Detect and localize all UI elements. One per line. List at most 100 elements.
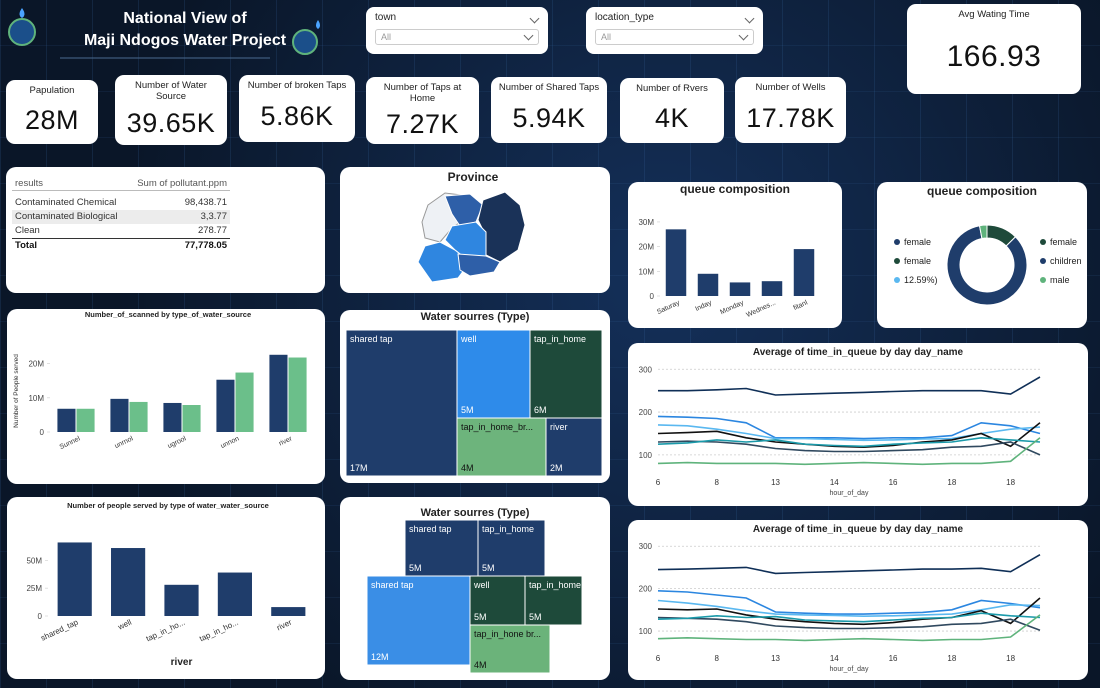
tile-value: 6M [534, 405, 547, 415]
bar [269, 354, 288, 432]
bar [57, 542, 92, 616]
treemap-tile [345, 329, 458, 477]
x-tick-label: unrnol [114, 435, 135, 450]
line-series [657, 599, 1041, 618]
x-tick-label: river [275, 618, 293, 633]
kpi-card: Papulation 28M [6, 80, 98, 144]
treemap-tile [524, 575, 583, 626]
map-title: Province [448, 170, 499, 184]
line-series [657, 616, 1041, 631]
x-tick-label: Wednes... [745, 299, 776, 319]
line-series [657, 437, 1041, 466]
bar [665, 229, 687, 296]
kpi-value: 28M [24, 104, 80, 135]
y-tick-label: 300 [639, 365, 653, 374]
kpi-value: 4K [654, 103, 690, 133]
line-series [658, 376, 1041, 396]
filter-value[interactable]: All [375, 29, 539, 45]
x-tick-label: ugrool [167, 435, 188, 450]
x-tick-label: tap_in_ho... [145, 618, 187, 644]
legend-swatch [1040, 258, 1046, 264]
line-series [657, 590, 1041, 615]
line-series [657, 554, 1041, 575]
kpi-value: 166.93 [946, 40, 1042, 73]
chart-panel [628, 343, 1088, 506]
line-series [657, 436, 1041, 448]
bar [163, 402, 182, 432]
x-tick-label: fitanl [792, 299, 809, 312]
chart-title: Average of time_in_queue by day day_name [753, 347, 964, 358]
x-tick-label: 18 [947, 654, 956, 663]
legend-label: children [1050, 256, 1082, 266]
tile-value: 5M [529, 612, 542, 622]
town-filter[interactable]: town All [366, 7, 548, 54]
kpi-label: Number of Wells [755, 82, 826, 93]
tile-label: well [460, 334, 477, 344]
title-line: Maji Ndogos Water Project [83, 32, 287, 49]
line-series [657, 612, 1041, 623]
treemap-tile [469, 624, 551, 674]
y-tick-label: 25M [26, 584, 42, 593]
bar [76, 408, 95, 432]
bar [793, 249, 815, 296]
tile-label: tap_in_hone br... [474, 629, 541, 639]
bar [111, 548, 146, 616]
table-total: 77,778.05 [184, 240, 227, 251]
annotation-swatch [894, 239, 900, 245]
table-header: Sum of pollutant.ppm [137, 177, 227, 189]
filter-label: town [375, 12, 397, 23]
legend-label: female [1050, 237, 1077, 247]
donut-slice [946, 225, 1028, 306]
logo [8, 8, 320, 55]
y-tick-label: 10M [638, 267, 654, 276]
kpi-label: Number of Rvers [636, 83, 708, 94]
x-tick-label: 13 [771, 654, 780, 663]
kpi-card: Number of Wells 17.78K [735, 77, 846, 143]
y-tick-label: 200 [639, 585, 653, 594]
table-cell: 98,438.71 [184, 197, 227, 208]
treemap-tile [404, 519, 479, 577]
table-cell: 278.77 [197, 225, 227, 236]
chart-title: Water sourres (Type) [421, 311, 530, 323]
x-axis-title: hour_of_day [830, 666, 869, 673]
pollutant-table: results Sum of pollutant.ppm Contaminated… [12, 176, 230, 253]
annotation: 12.59%) [904, 275, 938, 285]
kpi-label: Number of Shared Taps [498, 82, 600, 93]
y-axis-title: Number of People served [13, 354, 20, 428]
x-tick-label: 18 [947, 478, 956, 487]
table-total: Total [15, 240, 37, 251]
kpi-card: Number of broken Taps 5.86K [239, 75, 355, 142]
treemap-tile [456, 417, 547, 477]
filter-value[interactable]: All [595, 29, 754, 45]
donut-slice [978, 224, 988, 240]
kpi-label: Avg Wating Time [958, 9, 1030, 20]
x-tick-label: 16 [889, 478, 898, 487]
bar [164, 584, 199, 616]
tile-label: tap_in_home [534, 334, 586, 344]
kpi-card: Avg Wating Time 166.93 [907, 4, 1081, 94]
table-cell: Contaminated Biological [15, 211, 118, 222]
bar [110, 398, 129, 432]
bar [697, 273, 719, 296]
tile-label: tap_in_home [529, 580, 581, 590]
x-tick-label: tap_in_ho... [198, 618, 240, 644]
legend-swatch [1040, 239, 1046, 245]
x-tick-label: 8 [715, 654, 720, 663]
tile-label: well [473, 580, 490, 590]
tile-value: 4M [474, 660, 487, 670]
tile-label: tap_in_home_br... [461, 422, 533, 432]
bar [182, 405, 201, 432]
treemap-tile [456, 329, 531, 419]
location-filter[interactable]: location_type All [586, 7, 763, 54]
y-tick-label: 10M [28, 394, 44, 403]
bar [235, 372, 254, 432]
kpi-card: Number of Rvers 4K [620, 78, 724, 143]
x-tick-label: Sunnel [59, 435, 82, 451]
x-tick-label: 18 [1006, 654, 1015, 663]
kpi-label: Number of Taps at Home [383, 82, 462, 104]
tile-label: shared tap [371, 580, 414, 590]
title-line: National View of [123, 10, 247, 27]
kpi-value: 5.86K [260, 101, 334, 131]
table-cell: Contaminated Chemical [15, 197, 117, 208]
tile-label: shared tap [409, 524, 452, 534]
